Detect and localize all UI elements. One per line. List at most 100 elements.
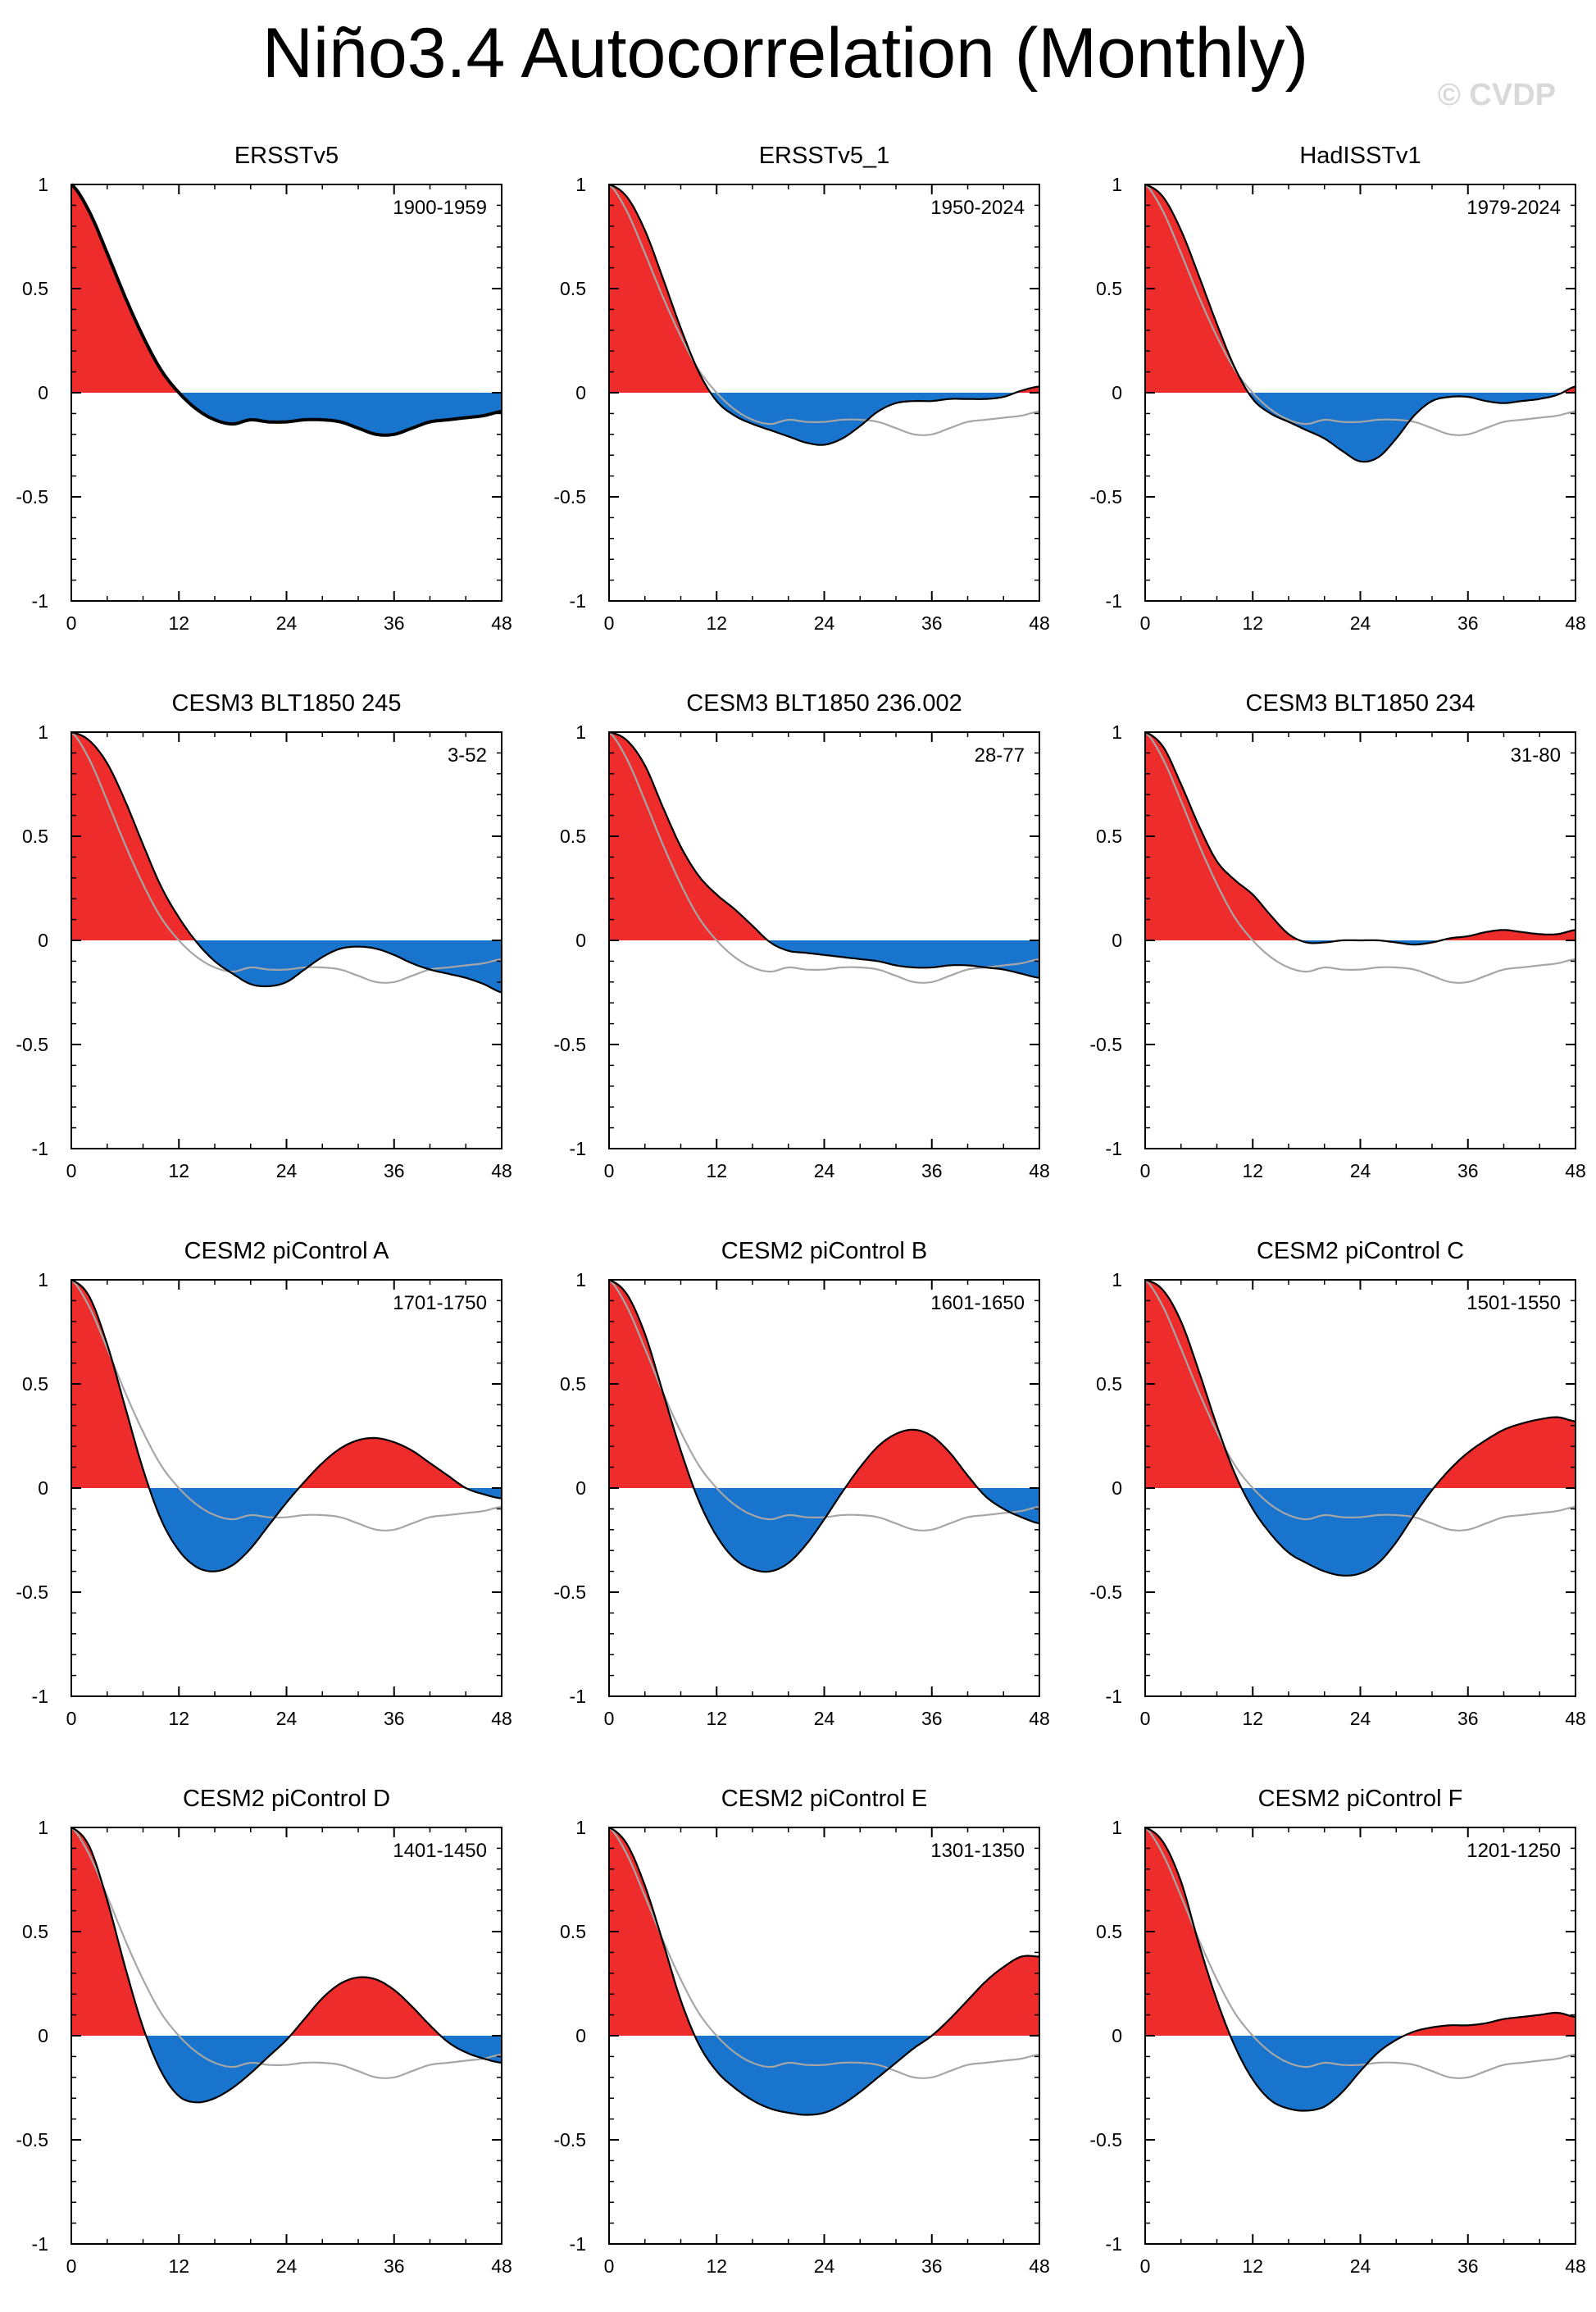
- positive-fill: [71, 732, 502, 940]
- y-tick-label: 0: [38, 2025, 48, 2046]
- panel-3: 0 12 24 36 48 -1 -0.5 0 0.5 1 HadISSTv1 1979-2024: [1089, 143, 1585, 634]
- y-tick-label: 0: [575, 382, 586, 403]
- x-tick-label: 12: [706, 612, 727, 634]
- panel-title: CESM2 piControl D: [183, 1786, 390, 1812]
- reference-line: [608, 1279, 1040, 1531]
- x-tick-label: 0: [66, 612, 77, 634]
- x-tick-label: 36: [384, 1160, 405, 1181]
- x-tick-label: 24: [814, 1708, 835, 1729]
- y-tick-label: 0.5: [1096, 278, 1122, 299]
- reference-line: [608, 731, 1040, 984]
- y-tick-label: -0.5: [16, 1034, 48, 1055]
- x-tick-label: 12: [168, 612, 189, 634]
- y-tick-label: -1: [32, 2233, 48, 2255]
- x-tick-label: 24: [1350, 2255, 1371, 2277]
- period-label: 1979-2024: [1466, 197, 1561, 219]
- panel-title: CESM3 BLT1850 236.002: [686, 690, 962, 717]
- period-label: 1301-1350: [930, 1840, 1025, 1862]
- positive-fill: [1145, 184, 1576, 393]
- negative-fill: [71, 393, 502, 435]
- x-tick-label: 12: [706, 2255, 727, 2277]
- y-tick-label: -1: [1106, 1686, 1122, 1707]
- panel-title: ERSSTv5_1: [759, 143, 890, 169]
- x-tick-label: 0: [66, 1160, 77, 1181]
- y-tick-label: 0.5: [22, 826, 48, 847]
- y-tick-label: 1: [1112, 721, 1122, 743]
- x-tick-label: 24: [814, 612, 835, 634]
- y-tick-label: 1: [38, 1817, 48, 1838]
- series-line: [70, 730, 502, 994]
- negative-fill: [1145, 2036, 1576, 2111]
- positive-fill: [1145, 732, 1576, 940]
- x-tick-label: 0: [66, 2255, 77, 2277]
- series-line: [70, 183, 502, 437]
- x-tick-label: 36: [921, 1708, 943, 1729]
- panel-12: 0 12 24 36 48 -1 -0.5 0 0.5 1 CESM2 piControl F 120…: [1089, 1786, 1585, 2277]
- x-tick-label: 24: [276, 1160, 298, 1181]
- panel-10: 0 12 24 36 48 -1 -0.5 0 0.5 1 CESM2 piControl D 140…: [16, 1786, 512, 2277]
- x-tick-label: 36: [1457, 1160, 1479, 1181]
- y-tick-label: -0.5: [553, 486, 586, 507]
- y-tick-label: -0.5: [1089, 486, 1122, 507]
- y-tick-label: -0.5: [1089, 1582, 1122, 1603]
- x-tick-label: 36: [921, 1160, 943, 1181]
- y-tick-label: -1: [570, 2233, 586, 2255]
- y-tick-label: 1: [1112, 1817, 1122, 1838]
- panel-6: 0 12 24 36 48 -1 -0.5 0 0.5 1 CESM3 BLT1850 234 31-…: [1089, 690, 1585, 1181]
- y-tick-label: -1: [570, 1138, 586, 1159]
- y-tick-label: 0.5: [22, 1373, 48, 1395]
- x-tick-label: 48: [1029, 2255, 1050, 2277]
- period-label: 1950-2024: [930, 197, 1025, 219]
- y-tick-label: -0.5: [1089, 2129, 1122, 2150]
- x-tick-label: 12: [1242, 612, 1263, 634]
- x-tick-label: 24: [276, 1708, 298, 1729]
- panel-4: 0 12 24 36 48 -1 -0.5 0 0.5 1 CESM3 BLT1850 245 3-5…: [16, 690, 512, 1181]
- x-tick-label: 48: [1565, 2255, 1586, 2277]
- series-line: [608, 1827, 1040, 2116]
- x-tick-label: 0: [1140, 1708, 1151, 1729]
- reference-line: [1144, 731, 1576, 984]
- negative-fill: [609, 1488, 1039, 1572]
- series-line: [608, 730, 1040, 979]
- positive-fill: [71, 184, 502, 393]
- x-tick-label: 24: [276, 612, 298, 634]
- x-tick-label: 24: [1350, 612, 1371, 634]
- y-tick-label: 0.5: [22, 1921, 48, 1942]
- positive-fill: [1145, 1827, 1576, 2036]
- figure-title: Niño3.4 Autocorrelation (Monthly): [262, 14, 1308, 93]
- y-tick-label: -1: [570, 590, 586, 612]
- panel-7: 0 12 24 36 48 -1 -0.5 0 0.5 1 CESM2 piControl A 170…: [16, 1238, 512, 1729]
- x-tick-label: 48: [1565, 1160, 1586, 1181]
- panel-title: CESM2 piControl C: [1257, 1238, 1464, 1264]
- period-label: 1701-1750: [393, 1292, 487, 1314]
- y-tick-label: 1: [1112, 1269, 1122, 1290]
- y-tick-label: -1: [1106, 2233, 1122, 2255]
- y-tick-label: 0: [1112, 1477, 1122, 1499]
- panel-5: 0 12 24 36 48 -1 -0.5 0 0.5 1 CESM3 BLT1850 236.00…: [553, 690, 1049, 1181]
- x-tick-label: 0: [1140, 2255, 1151, 2277]
- panel-grid: 0 12 24 36 48 -1 -0.5 0 0.5 1 ERSSTv5 1900-1959 0 12 2…: [16, 143, 1585, 2277]
- x-tick-label: 48: [1029, 1708, 1050, 1729]
- y-tick-label: -1: [1106, 590, 1122, 612]
- y-tick-label: 0.5: [560, 826, 586, 847]
- period-label: 31-80: [1511, 744, 1561, 767]
- y-tick-label: 0: [1112, 930, 1122, 951]
- panel-title: CESM2 piControl B: [721, 1238, 927, 1264]
- x-tick-label: 48: [1029, 612, 1050, 634]
- x-tick-label: 24: [1350, 1160, 1371, 1181]
- period-label: 1501-1550: [1466, 1292, 1561, 1314]
- y-tick-label: -1: [570, 1686, 586, 1707]
- x-tick-label: 48: [491, 2255, 512, 2277]
- x-tick-label: 0: [604, 2255, 615, 2277]
- y-tick-label: 0: [38, 930, 48, 951]
- x-tick-label: 24: [814, 2255, 835, 2277]
- x-tick-label: 36: [921, 2255, 943, 2277]
- y-tick-label: 0.5: [22, 278, 48, 299]
- negative-fill: [71, 2036, 502, 2103]
- y-tick-label: 0: [575, 2025, 586, 2046]
- positive-fill: [609, 1827, 1039, 2036]
- x-tick-label: 0: [66, 1708, 77, 1729]
- y-tick-label: 0: [575, 1477, 586, 1499]
- reference-line: [608, 1827, 1040, 2079]
